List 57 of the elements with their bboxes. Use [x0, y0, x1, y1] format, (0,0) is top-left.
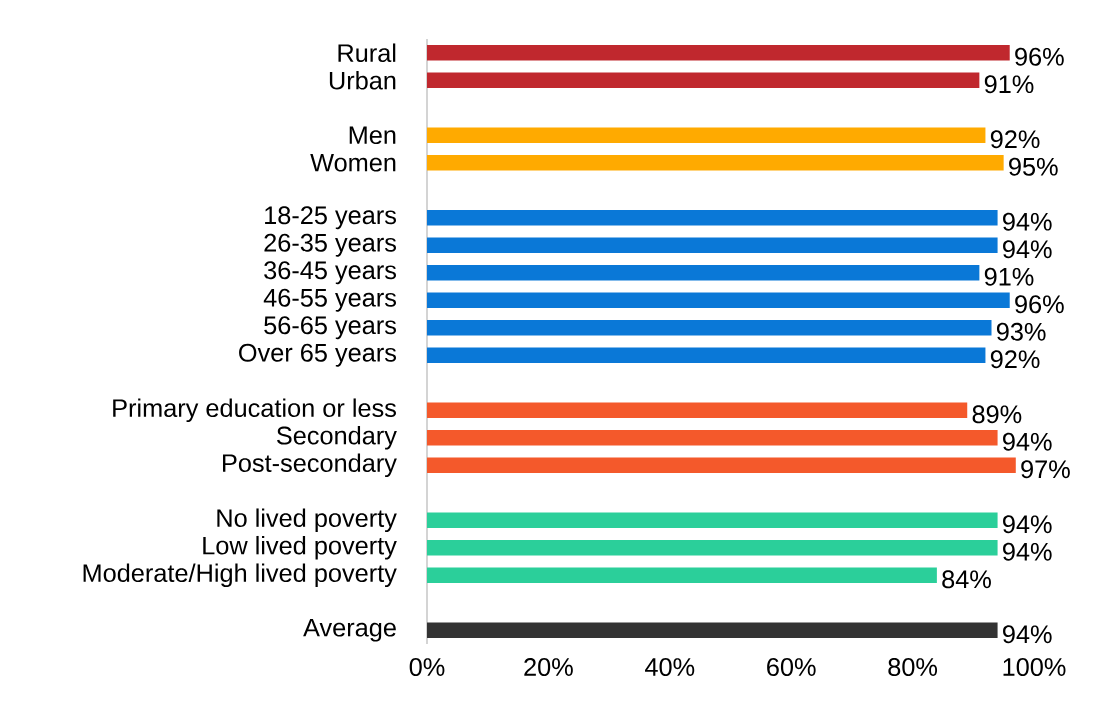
- bar: [427, 265, 980, 281]
- y-tick-label: 36-45 years: [264, 261, 396, 285]
- bar: [427, 402, 968, 418]
- bar: [427, 210, 998, 226]
- data-label: 89%: [972, 405, 1022, 424]
- x-tick-label: 100%: [1003, 658, 1066, 676]
- data-label: 92%: [990, 130, 1040, 149]
- x-tick-label: 0%: [409, 658, 445, 676]
- y-tick-label: Urban: [329, 70, 396, 90]
- data-label: 94%: [1003, 625, 1052, 644]
- data-label: 84%: [942, 570, 991, 589]
- data-label: 96%: [1015, 295, 1064, 314]
- y-tick-label: Over 65 years: [239, 343, 397, 367]
- bar: [427, 540, 998, 556]
- bar: [427, 127, 986, 143]
- bar: [427, 347, 986, 363]
- y-tick-label: Moderate/High lived poverty: [83, 563, 397, 588]
- bar: [427, 567, 937, 583]
- y-tick-label: 56-65 years: [264, 316, 396, 340]
- data-label: 94%: [1003, 240, 1052, 259]
- data-label: 94%: [1003, 542, 1052, 561]
- bar: [427, 622, 998, 638]
- y-tick-label: Women: [310, 153, 396, 172]
- data-label: 94%: [1003, 212, 1052, 231]
- data-label: 97%: [1021, 460, 1070, 479]
- bar: [427, 320, 992, 336]
- data-label: 91%: [984, 75, 1034, 94]
- y-tick-label: Low lived poverty: [203, 535, 397, 560]
- x-tick-label: 60%: [767, 658, 816, 676]
- y-tick-label: No lived poverty: [217, 508, 397, 533]
- data-label: 92%: [990, 350, 1040, 369]
- y-tick-label: 18-25 years: [265, 206, 396, 230]
- y-tick-label: Average: [303, 618, 396, 642]
- x-tick-label: 20%: [524, 658, 573, 676]
- y-tick-label: Men: [349, 126, 396, 145]
- y-tick-label: Rural: [338, 43, 396, 63]
- y-tick-label: Secondary: [276, 425, 397, 450]
- x-tick-label: 40%: [645, 658, 695, 676]
- bar: [427, 430, 998, 446]
- y-tick-label: Primary education or less: [113, 398, 396, 423]
- y-tick-label: Post-secondary: [223, 453, 397, 478]
- data-label: 94%: [1003, 515, 1052, 534]
- data-label: 95%: [1009, 157, 1058, 176]
- data-label: 93%: [996, 322, 1046, 341]
- data-label: 91%: [984, 267, 1034, 286]
- data-label: 94%: [1003, 432, 1052, 451]
- bar: [427, 292, 1010, 308]
- data-label: 96%: [1015, 47, 1064, 66]
- bar: [427, 155, 1004, 171]
- bar: [427, 45, 1010, 61]
- bar: [427, 512, 998, 528]
- bar: [427, 72, 980, 88]
- bar: [427, 237, 998, 253]
- y-tick-label: 26-35 years: [264, 233, 396, 257]
- x-tick-label: 80%: [888, 658, 938, 676]
- y-tick-label: 46-55 years: [263, 288, 396, 312]
- bar: [427, 457, 1016, 473]
